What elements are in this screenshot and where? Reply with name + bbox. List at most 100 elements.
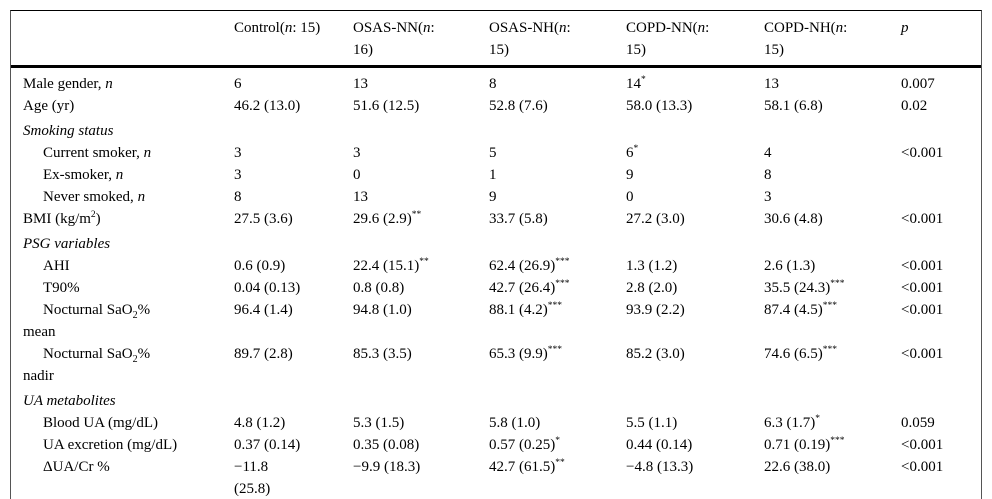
p-value-cell: <0.001 [901,211,944,227]
data-cell: 14* [626,75,646,92]
data-cell: 93.9 (2.2) [626,302,685,318]
table-header: Control(n: 15) OSAS-NN(n: 16) OSAS-NH(n: 15)… [11,11,981,68]
data-cell: 35.5 (24.3)*** [764,279,845,296]
section-row: Smoking status [11,117,981,142]
p-value-cell: 0.02 [901,98,928,114]
data-cell: 0.37 (0.14) [234,437,301,453]
data-cell: 3 [234,167,242,183]
p-value-cell [901,387,981,412]
data-cell: 4 [764,145,772,161]
p-value-cell: <0.001 [901,437,944,453]
data-cell: −4.8 (13.3) [626,459,694,475]
table-row: ΔUA/Cr % −11.8 (25.8) −9.9 (18.3) 42.7 (61.5… [11,456,981,499]
data-cell: 8 [764,167,772,183]
data-cell: 85.3 (3.5) [353,346,412,362]
row-label: UA excretion (mg/dL) [43,437,178,453]
data-cell: 6.3 (1.7)* [764,414,820,431]
data-cell: 62.4 (26.9)*** [489,257,570,274]
row-label: Current smoker, n [43,145,152,161]
data-cell: 96.4 (1.4) [234,302,293,318]
data-cell: 2.8 (2.0) [626,280,678,296]
data-cell [626,387,764,412]
data-cell: 0 [353,167,361,183]
data-cell: −9.9 (18.3) [353,459,421,475]
section-row: PSG variables [11,230,981,255]
data-cell: 3 [234,145,242,161]
data-cell: 33.7 (5.8) [489,211,548,227]
data-cell: 3 [353,145,361,161]
table-row: Nocturnal SaO2% mean 96.4 (1.4) 94.8 (1.0) 8… [11,299,981,343]
data-cell: 29.6 (2.9)** [353,210,422,227]
data-cell [489,230,626,255]
row-label: Never smoked, n [43,189,146,205]
data-cell: −11.8 (25.8) [234,459,271,497]
data-cell [234,230,353,255]
data-cell: 87.4 (4.5)*** [764,301,837,318]
data-cell: 0.35 (0.08) [353,437,420,453]
data-cell: 1 [489,167,497,183]
section-label: UA metabolites [23,393,116,409]
data-cell: 5.8 (1.0) [489,415,541,431]
row-label: ΔUA/Cr % [43,459,110,475]
row-label: Nocturnal SaO2% mean [23,302,151,340]
row-label: Nocturnal SaO2% nadir [23,346,151,384]
column-header: OSAS-NN(n: 16) [353,11,489,68]
data-cell: 42.7 (26.4)*** [489,279,570,296]
data-cell: 13 [764,76,779,92]
section-row: UA metabolites [11,387,981,412]
data-cell: 6* [626,144,639,161]
p-value-cell: <0.001 [901,459,944,475]
data-cell [234,117,353,142]
data-cell: 46.2 (13.0) [234,98,301,114]
table-row: BMI (kg/m2) 27.5 (3.6) 29.6 (2.9)** 33.7 (5… [11,208,981,230]
data-cell: 94.8 (1.0) [353,302,412,318]
data-cell: 3 [764,189,772,205]
column-header: COPD-NH(n: 15) [764,11,901,68]
table-row: Ex-smoker, n 3 0 1 9 8 [11,164,981,186]
row-label: Blood UA (mg/dL) [43,415,158,431]
data-cell: 58.0 (13.3) [626,98,693,114]
table-row: UA excretion (mg/dL) 0.37 (0.14) 0.35 (0.0… [11,434,981,456]
data-cell: 5.5 (1.1) [626,415,678,431]
data-cell [626,117,764,142]
data-cell [353,387,489,412]
section-label: Smoking status [23,123,114,139]
row-label-column-header [11,11,234,68]
p-value-cell: <0.001 [901,145,944,161]
column-header: OSAS-NH(n: 15) [489,11,626,68]
table-row: Age (yr) 46.2 (13.0) 51.6 (12.5) 52.8 (7.6)… [11,95,981,117]
data-cell: 22.4 (15.1)** [353,257,429,274]
data-cell: 27.2 (3.0) [626,211,685,227]
data-cell [353,117,489,142]
data-cell: 30.6 (4.8) [764,211,823,227]
data-cell [764,230,901,255]
p-value-cell [901,117,981,142]
column-header: p [901,11,981,68]
table-body: Male gender, n 6 13 8 14* 13 0.007 Age (yr) 46.2… [11,67,981,499]
p-value-cell: <0.001 [901,302,944,318]
data-cell: 0.44 (0.14) [626,437,693,453]
data-cell: 65.3 (9.9)*** [489,345,562,362]
data-cell: 6 [234,76,242,92]
data-cell: 0.04 (0.13) [234,280,301,296]
row-label: T90% [43,280,80,296]
data-cell [353,230,489,255]
row-label: Ex-smoker, n [43,167,124,183]
column-header: COPD-NN(n: 15) [626,11,764,68]
row-label: Age (yr) [23,98,75,114]
data-cell: 0.8 (0.8) [353,280,405,296]
row-label: Male gender, n [23,76,113,92]
table-row: Current smoker, n 3 3 5 6* 4 <0.001 [11,142,981,164]
p-value-cell: 0.007 [901,76,935,92]
row-label: AHI [43,258,70,274]
data-cell [764,387,901,412]
clinical-characteristics-table: Control(n: 15) OSAS-NN(n: 16) OSAS-NH(n: 15)… [11,11,981,499]
table-row: Blood UA (mg/dL) 4.8 (1.2) 5.3 (1.5) 5.8 (1… [11,412,981,434]
section-label: PSG variables [23,236,111,252]
data-cell: 22.6 (38.0) [764,459,831,475]
data-cell [489,387,626,412]
data-cell: 8 [234,189,242,205]
data-cell [764,117,901,142]
p-value-cell: <0.001 [901,346,944,362]
